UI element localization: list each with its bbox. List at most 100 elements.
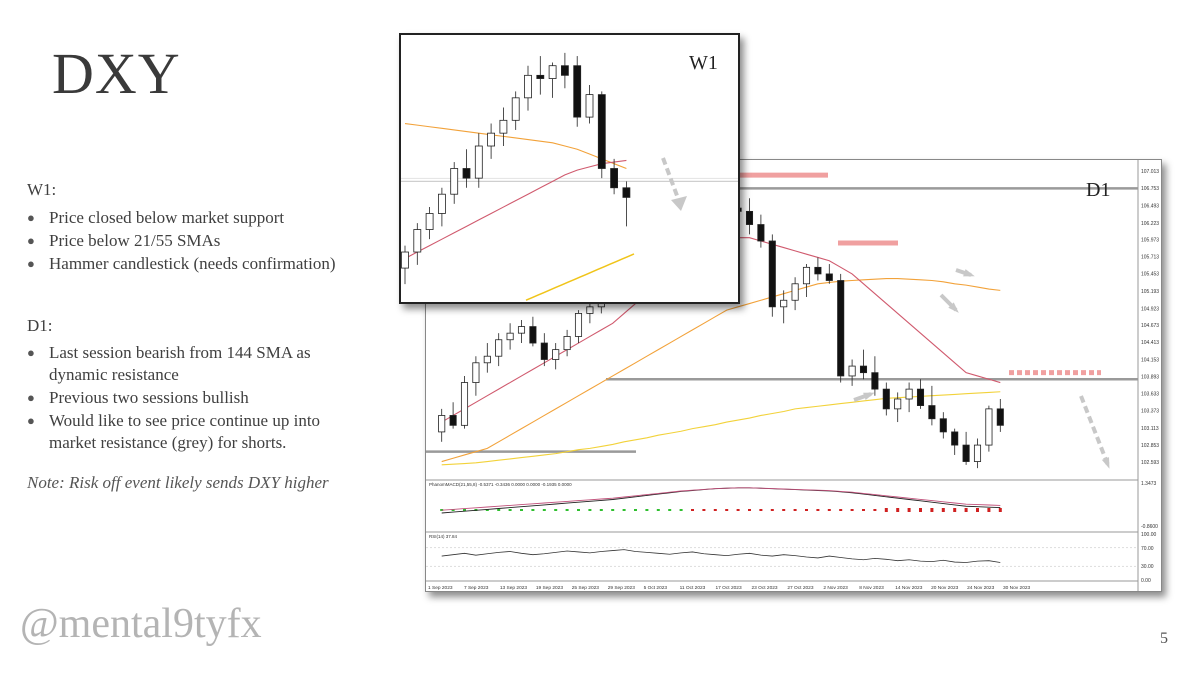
d1-y-tick-label: 103.633 bbox=[1141, 392, 1159, 398]
d1-candle-body bbox=[529, 326, 537, 344]
d1-x-tick-label: 7 Sep 2023 bbox=[464, 585, 489, 591]
d1-candle-body bbox=[928, 405, 936, 420]
d1-macd-bar bbox=[656, 509, 660, 511]
d1-x-tick-label: 24 Nov 2023 bbox=[967, 585, 995, 591]
d1-y-tick-label: 104.153 bbox=[1141, 357, 1159, 363]
d1-candle-body bbox=[757, 224, 765, 242]
d1-y-tick-label: 102.853 bbox=[1141, 443, 1159, 449]
d1-candle-body bbox=[871, 372, 879, 390]
d1-macd-bar bbox=[463, 509, 466, 511]
d1-y-tick-label: 107.013 bbox=[1141, 169, 1159, 175]
w1-candle-body bbox=[499, 119, 508, 134]
d1-x-tick-label: 23 Oct 2023 bbox=[751, 585, 777, 591]
d1-arrow-head bbox=[963, 269, 975, 277]
w1-candle-body bbox=[438, 193, 446, 214]
d1-candle-body bbox=[791, 283, 799, 301]
d1-macd-bar bbox=[554, 509, 558, 511]
list-item: Price closed below market support bbox=[27, 207, 387, 229]
w1-candle-body bbox=[597, 94, 606, 169]
d1-x-tick-label: 19 Sep 2023 bbox=[536, 585, 564, 591]
d1-macd-bar bbox=[691, 509, 694, 511]
list-item: Previous two sessions bullish bbox=[27, 387, 357, 409]
d1-macd-bar bbox=[565, 509, 569, 511]
d1-macd-bar bbox=[497, 509, 501, 511]
d1-macd-bar bbox=[577, 509, 580, 511]
w1-candle-body bbox=[462, 168, 471, 179]
d1-candle-body bbox=[825, 273, 833, 281]
d1-y-tick-label: 106.493 bbox=[1141, 203, 1159, 209]
d1-y-tick-label: 105.973 bbox=[1141, 237, 1159, 243]
d1-arrow-head bbox=[948, 302, 959, 313]
d1-candle-body bbox=[517, 326, 526, 334]
d1-macd-bar bbox=[451, 509, 455, 511]
d1-y-tick-label: 105.193 bbox=[1141, 289, 1159, 295]
d1-x-tick-label: 14 Nov 2023 bbox=[895, 585, 923, 591]
d1-list: Last session bearish from 144 SMA as dyn… bbox=[27, 342, 357, 455]
d1-candle-body bbox=[768, 240, 776, 308]
d1-macd-bar bbox=[725, 509, 729, 511]
d1-candle-body bbox=[780, 299, 788, 308]
d1-rsi-axis-label: 100.00 bbox=[1141, 532, 1157, 538]
d1-macd-bar bbox=[827, 509, 831, 511]
w1-candle-body bbox=[560, 65, 569, 76]
d1-rsi-label: RSI(14) 37.84 bbox=[429, 534, 458, 539]
d1-macd-signal-line bbox=[441, 487, 1001, 511]
d1-x-tick-label: 20 Nov 2023 bbox=[931, 585, 959, 591]
risk-note: Note: Risk off event likely sends DXY hi… bbox=[27, 473, 329, 492]
d1-macd-bar bbox=[645, 509, 649, 511]
d1-macd-bar bbox=[520, 509, 523, 511]
w1-candle-body bbox=[474, 145, 483, 179]
d1-macd-bar bbox=[987, 508, 991, 512]
d1-x-tick-label: 8 Nov 2023 bbox=[859, 585, 884, 591]
d1-y-tick-label: 102.593 bbox=[1141, 460, 1159, 466]
d1-candle-body bbox=[837, 280, 845, 377]
d1-candle-body bbox=[495, 339, 503, 357]
w1-sma-long-line bbox=[525, 253, 635, 301]
d1-y-tick-label: 103.893 bbox=[1141, 374, 1159, 380]
d1-heading: D1: bbox=[27, 316, 53, 335]
d1-macd-bar bbox=[679, 509, 683, 511]
d1-macd-axis-label: 1.3473 bbox=[1141, 481, 1157, 487]
d1-candle-body bbox=[859, 365, 868, 374]
d1-candle-body bbox=[506, 332, 514, 341]
d1-macd-bar bbox=[634, 509, 637, 511]
d1-y-tick-label: 104.923 bbox=[1141, 307, 1159, 313]
d1-macd-bar bbox=[919, 508, 922, 512]
d1-candle-body bbox=[586, 306, 594, 314]
d1-candle-body bbox=[951, 431, 959, 446]
d1-macd-axis-label: -0.8600 bbox=[1141, 524, 1158, 530]
d1-macd-label: PhanomMACD(21,55,8) -0.5371 -0.3436 0.00… bbox=[429, 482, 572, 487]
d1-candle-body bbox=[552, 349, 560, 360]
w1-candle-body bbox=[425, 213, 434, 230]
d1-x-tick-label: 29 Sep 2023 bbox=[608, 585, 636, 591]
d1-candle-body bbox=[745, 210, 754, 225]
d1-x-tick-label: 27 Oct 2023 bbox=[787, 585, 813, 591]
d1-candle-body bbox=[802, 266, 811, 285]
d1-macd-bar bbox=[542, 509, 546, 511]
d1-rsi-axis-label: 0.00 bbox=[1141, 578, 1151, 584]
d1-arrow bbox=[1079, 395, 1110, 466]
w1-candle-body bbox=[622, 187, 631, 198]
d1-candle-body bbox=[916, 388, 925, 406]
d1-macd-bar bbox=[941, 508, 945, 512]
d1-macd-bar bbox=[998, 508, 1002, 512]
d1-y-tick-label: 103.373 bbox=[1141, 409, 1159, 415]
d1-macd-bar bbox=[953, 508, 957, 512]
slide-title: DXY bbox=[52, 41, 181, 106]
d1-arrow-head bbox=[863, 392, 875, 400]
d1-x-tick-label: 25 Sep 2023 bbox=[572, 585, 600, 591]
d1-macd-bar bbox=[622, 509, 626, 511]
d1-rsi-axis-label: 70.00 bbox=[1141, 546, 1154, 552]
page-number: 5 bbox=[1160, 630, 1168, 647]
list-item: Price below 21/55 SMAs bbox=[27, 230, 387, 252]
d1-candle-body bbox=[848, 365, 856, 377]
d1-macd-bar bbox=[485, 509, 489, 511]
d1-candle-body bbox=[985, 408, 993, 446]
d1-y-tick-label: 105.453 bbox=[1141, 272, 1159, 278]
d1-candle-body bbox=[939, 418, 947, 433]
d1-macd-bar bbox=[668, 509, 672, 511]
d1-macd-bar bbox=[759, 509, 763, 511]
w1-candle-body bbox=[487, 132, 495, 147]
d1-y-tick-label: 106.753 bbox=[1141, 186, 1159, 192]
d1-macd-bar bbox=[805, 509, 808, 511]
